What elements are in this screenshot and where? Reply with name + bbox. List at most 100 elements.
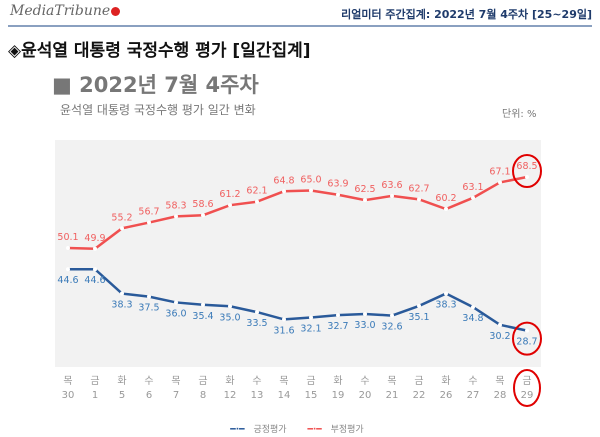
data-label: 31.6 bbox=[273, 325, 294, 336]
x-tick-date: 7 bbox=[173, 390, 179, 401]
highlight-circle bbox=[512, 321, 542, 356]
x-tick-date: 15 bbox=[305, 390, 318, 401]
x-tick-day: 금 bbox=[414, 375, 423, 387]
header-divider bbox=[8, 25, 592, 27]
x-tick-day: 목 bbox=[495, 375, 504, 387]
page-subtitle: ■ 2022년 7월 4주차 bbox=[52, 73, 259, 97]
data-point bbox=[228, 304, 232, 309]
logo-badge-icon bbox=[111, 6, 121, 16]
data-label: 35.1 bbox=[408, 312, 429, 323]
x-tick-day: 금 bbox=[198, 375, 207, 387]
data-point bbox=[147, 220, 151, 225]
x-tick-day: 수 bbox=[252, 375, 261, 387]
data-label: 44.6 bbox=[84, 275, 105, 286]
legend: ━·━ 긍정평가 ━·━ 부정평가 bbox=[0, 422, 600, 435]
data-point bbox=[120, 291, 124, 296]
data-point bbox=[282, 189, 286, 194]
data-point bbox=[147, 294, 151, 299]
data-label: 67.1 bbox=[489, 166, 510, 177]
data-label: 58.6 bbox=[192, 199, 213, 210]
data-point bbox=[417, 303, 421, 308]
highlight-circle bbox=[512, 153, 542, 188]
data-label: 32.1 bbox=[300, 323, 321, 334]
data-label: 33.0 bbox=[354, 320, 375, 331]
data-point bbox=[498, 322, 502, 327]
data-point bbox=[66, 267, 70, 272]
report-label: 리얼미터 주간집계: 2022년 7월 4주차 [25~29일] bbox=[341, 8, 592, 21]
data-label: 30.2 bbox=[489, 331, 510, 342]
data-label: 37.5 bbox=[138, 303, 159, 314]
data-label: 68.5 bbox=[516, 161, 537, 172]
data-point bbox=[201, 213, 205, 218]
data-point bbox=[282, 317, 286, 322]
data-label: 63.1 bbox=[462, 182, 483, 193]
x-tick-date: 21 bbox=[386, 390, 399, 401]
plot-background bbox=[55, 140, 541, 367]
data-label: 63.9 bbox=[327, 179, 348, 190]
data-point bbox=[390, 313, 394, 318]
data-label: 63.6 bbox=[381, 180, 402, 191]
data-point bbox=[417, 197, 421, 202]
x-tick-date: 27 bbox=[467, 390, 480, 401]
data-label: 62.5 bbox=[354, 184, 375, 195]
x-tick-date: 12 bbox=[224, 390, 237, 401]
data-label: 33.5 bbox=[246, 318, 267, 329]
series-line-negative bbox=[67, 175, 528, 251]
data-label: 55.2 bbox=[111, 212, 132, 223]
x-tick-day: 수 bbox=[360, 375, 369, 387]
x-tick-date: 26 bbox=[440, 390, 453, 401]
x-tick-day: 목 bbox=[279, 375, 288, 387]
data-label: 38.3 bbox=[111, 300, 132, 311]
x-tick-date: 19 bbox=[332, 390, 345, 401]
page-title: ◈윤석열 대통령 국정수행 평가 [일간집계] bbox=[8, 41, 311, 61]
data-point bbox=[255, 310, 259, 315]
x-tick-day: 목 bbox=[171, 375, 180, 387]
data-label: 32.7 bbox=[327, 321, 348, 332]
x-tick-day: 목 bbox=[63, 375, 72, 387]
data-point bbox=[471, 195, 475, 200]
x-tick-day: 금 bbox=[306, 375, 315, 387]
data-point bbox=[336, 313, 340, 318]
unit-label: 단위: % bbox=[502, 109, 537, 120]
data-point bbox=[471, 305, 475, 310]
series-line-positive bbox=[68, 267, 528, 332]
data-point bbox=[363, 198, 367, 203]
data-point bbox=[201, 302, 205, 307]
data-label: 35.0 bbox=[219, 312, 240, 323]
data-label: 56.7 bbox=[138, 207, 159, 218]
data-point bbox=[525, 174, 529, 179]
legend-negative-label: 부정평가 bbox=[330, 425, 364, 435]
x-tick-date: 30 bbox=[62, 390, 75, 401]
x-tick-date: 20 bbox=[359, 390, 372, 401]
data-point bbox=[309, 315, 313, 320]
x-tick-day: 목 bbox=[387, 375, 396, 387]
x-tick-day: 수 bbox=[144, 375, 153, 387]
x-tick-day: 금 bbox=[522, 375, 531, 387]
data-point bbox=[174, 300, 178, 305]
media-tribune-logo: MediaTribune bbox=[10, 3, 121, 19]
data-point bbox=[336, 192, 340, 197]
data-label: 61.2 bbox=[219, 189, 240, 200]
x-tick-date: 28 bbox=[494, 390, 507, 401]
data-label: 32.6 bbox=[381, 322, 402, 333]
data-point bbox=[498, 180, 502, 185]
data-point bbox=[228, 203, 232, 208]
data-point bbox=[120, 226, 124, 231]
data-point bbox=[444, 207, 448, 212]
x-tick-day: 화 bbox=[117, 375, 126, 387]
legend-positive-label: 긍정평가 bbox=[253, 425, 287, 435]
data-label: 65.0 bbox=[300, 175, 321, 186]
data-point bbox=[363, 312, 367, 317]
data-label: 58.3 bbox=[165, 200, 186, 211]
data-label: 49.9 bbox=[84, 233, 105, 244]
data-point bbox=[444, 291, 448, 296]
data-label: 44.6 bbox=[57, 275, 78, 286]
data-label: 36.0 bbox=[165, 308, 186, 319]
data-point bbox=[93, 246, 97, 251]
data-label: 64.8 bbox=[273, 175, 294, 186]
data-point bbox=[309, 188, 313, 193]
x-tick-date: 22 bbox=[413, 390, 426, 401]
x-tick-day: 화 bbox=[333, 375, 342, 387]
legend-positive: ━·━ 긍정평가 bbox=[230, 425, 287, 435]
